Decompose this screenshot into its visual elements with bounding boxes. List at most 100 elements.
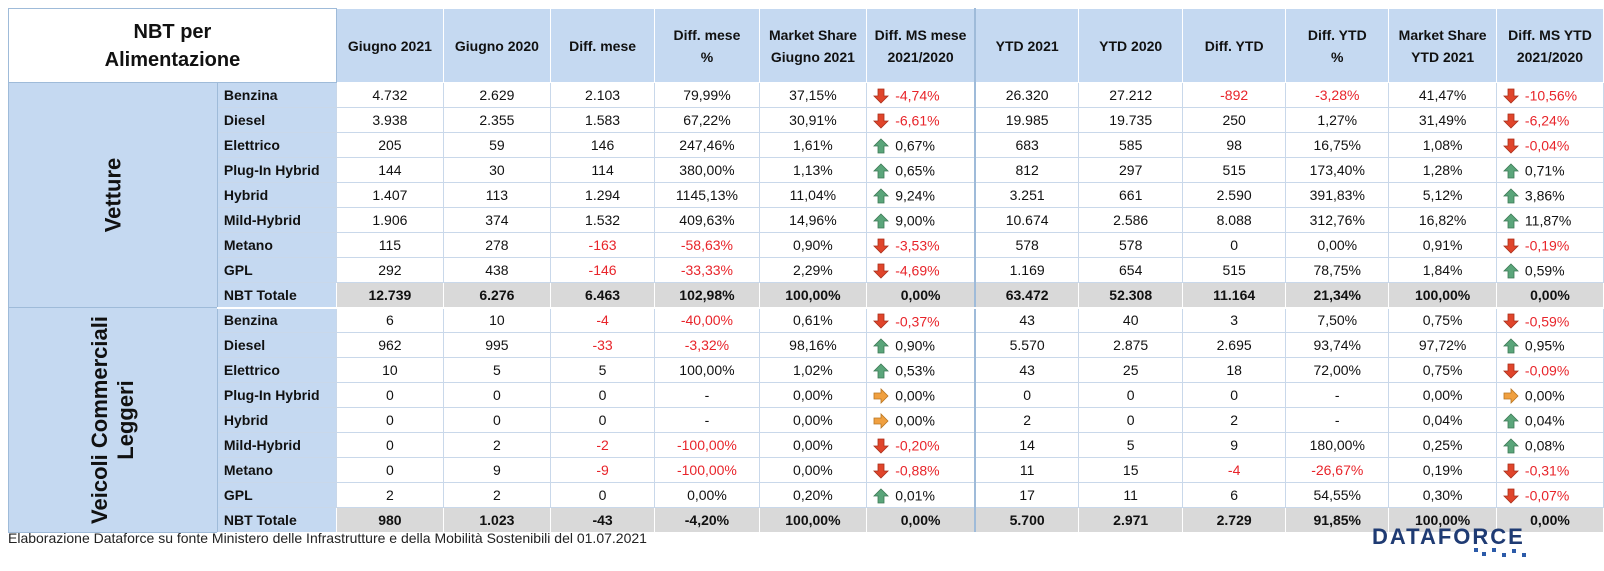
ms-diff-cell: 3,86%: [1495, 182, 1604, 208]
data-cell: 2: [442, 432, 551, 458]
data-cell: -: [654, 382, 760, 408]
fuel-type-label: Metano: [217, 457, 337, 483]
table-row: Diesel 3.938 2.355 1.583 67,22% 30,91% -6,61% 1…: [9, 107, 1604, 133]
data-cell: -892: [1182, 82, 1287, 108]
data-cell: 0,04%: [1388, 407, 1497, 433]
ms-diff-cell: 0,04%: [1495, 407, 1604, 433]
data-cell: 93,74%: [1285, 332, 1390, 358]
nbt-table-container: NBT per Alimentazione Giugno 2021 Giugno …: [8, 8, 1604, 534]
data-cell: 5,12%: [1388, 182, 1497, 208]
fuel-type-label: GPL: [217, 257, 337, 283]
ms-diff-cell: -6,24%: [1495, 107, 1604, 133]
data-cell: 0,75%: [1388, 307, 1497, 333]
data-cell: 15: [1078, 457, 1184, 483]
arrow-up-icon: [867, 186, 895, 204]
data-cell: 5.700: [973, 507, 1080, 534]
data-cell: -100,00%: [654, 457, 760, 483]
data-cell: -43: [549, 507, 656, 534]
data-cell: 438: [442, 257, 551, 283]
arrow-up-icon: [867, 361, 895, 379]
table-row: Veicoli Commerciali Leggeri Benzina 6 10 -4 -4…: [8, 307, 1604, 533]
arrow-up-icon: [1497, 411, 1525, 429]
data-cell: 100,00%: [758, 507, 868, 534]
fuel-type-label: Benzina: [217, 307, 337, 333]
data-cell: 0: [335, 432, 444, 458]
data-cell: 2.586: [1078, 207, 1184, 233]
group-label-cell: Veicoli Commerciali Leggeri: [8, 307, 218, 533]
ms-diff-value: 0,53%: [895, 362, 935, 379]
data-cell: 97,72%: [1388, 332, 1497, 358]
data-cell: 0: [335, 407, 444, 433]
data-cell: 247,46%: [654, 132, 760, 158]
data-cell: 9: [1182, 432, 1287, 458]
data-cell: 5.570: [973, 332, 1080, 358]
data-cell: 0,00%: [866, 507, 976, 534]
data-cell: 0,00%: [1495, 282, 1604, 309]
ms-diff-cell: -0,37%: [866, 307, 976, 333]
ms-diff-value: -0,37%: [895, 312, 940, 329]
ms-diff-value: 0,00%: [1524, 387, 1565, 404]
arrow-up-icon: [1497, 261, 1525, 279]
data-cell: -26,67%: [1285, 457, 1390, 483]
data-cell: 312,76%: [1285, 207, 1390, 233]
table-row: Hybrid 0 0 0-0,00% 0,00% 2 0 2-0,04% 0,04%: [9, 407, 1604, 433]
data-cell: 26.320: [973, 82, 1080, 108]
data-cell: 0: [549, 407, 656, 433]
data-cell: 18: [1182, 357, 1287, 383]
column-header: Giugno 2020: [442, 8, 551, 83]
data-cell: 16,82%: [1388, 207, 1497, 233]
data-cell: 515: [1182, 257, 1287, 283]
data-cell: 30,91%: [758, 107, 868, 133]
data-cell: -58,63%: [654, 232, 760, 258]
data-cell: 21,34%: [1285, 282, 1390, 309]
data-cell: 2.103: [549, 82, 656, 108]
data-cell: 98,16%: [758, 332, 868, 358]
data-cell: 144: [335, 157, 444, 183]
data-cell: 78,75%: [1285, 257, 1390, 283]
ms-diff-value: 0,67%: [895, 137, 935, 154]
fuel-type-label: Hybrid: [217, 182, 337, 208]
fuel-type-label: Plug-In Hybrid: [217, 382, 337, 408]
arrow-up-icon: [1497, 336, 1525, 354]
ms-diff-value: -6,24%: [1524, 112, 1570, 129]
data-cell: 0: [1182, 232, 1287, 258]
ms-diff-value: -10,56%: [1524, 87, 1578, 104]
ms-diff-cell: 0,59%: [1495, 257, 1604, 283]
data-cell: 661: [1078, 182, 1184, 208]
ms-diff-value: -4,74%: [895, 87, 940, 104]
group-label: Veicoli Commerciali Leggeri: [86, 316, 138, 524]
data-cell: 2.875: [1078, 332, 1184, 358]
data-cell: 6: [335, 307, 444, 333]
data-cell: 6: [1182, 482, 1287, 508]
column-header: Market Share Giugno 2021: [758, 8, 868, 83]
data-cell: -2: [549, 432, 656, 458]
data-cell: 391,83%: [1285, 182, 1390, 208]
data-cell: 292: [335, 257, 444, 283]
ms-diff-cell: 0,00%: [1495, 382, 1604, 408]
ms-diff-value: 0,04%: [1524, 412, 1565, 429]
ms-diff-cell: -10,56%: [1495, 82, 1604, 108]
data-cell: 3.938: [335, 107, 444, 133]
fuel-type-label: Mild-Hybrid: [217, 432, 337, 458]
arrow-down-icon: [867, 236, 895, 254]
data-cell: 980: [335, 507, 444, 534]
data-cell: 205: [335, 132, 444, 158]
data-cell: 27.212: [1078, 82, 1184, 108]
ms-diff-cell: -0,19%: [1495, 232, 1604, 258]
arrow-down-icon: [867, 261, 895, 279]
data-cell: 12.739: [335, 282, 444, 309]
data-cell: 2.695: [1182, 332, 1287, 358]
data-cell: 0,00%: [866, 282, 976, 309]
data-cell: 654: [1078, 257, 1184, 283]
data-cell: 0,00%: [758, 382, 868, 408]
group-label-cell: Vetture: [8, 82, 218, 308]
ms-diff-value: 3,86%: [1524, 187, 1565, 204]
data-cell: -4: [1182, 457, 1287, 483]
data-cell: 0: [442, 382, 551, 408]
ms-diff-value: 0,01%: [895, 487, 935, 504]
data-cell: 16,75%: [1285, 132, 1390, 158]
data-cell: 683: [973, 132, 1080, 158]
column-header: Diff. MS mese 2021/2020: [866, 8, 976, 83]
data-cell: 5: [442, 357, 551, 383]
data-cell: 100,00%: [1388, 282, 1497, 309]
